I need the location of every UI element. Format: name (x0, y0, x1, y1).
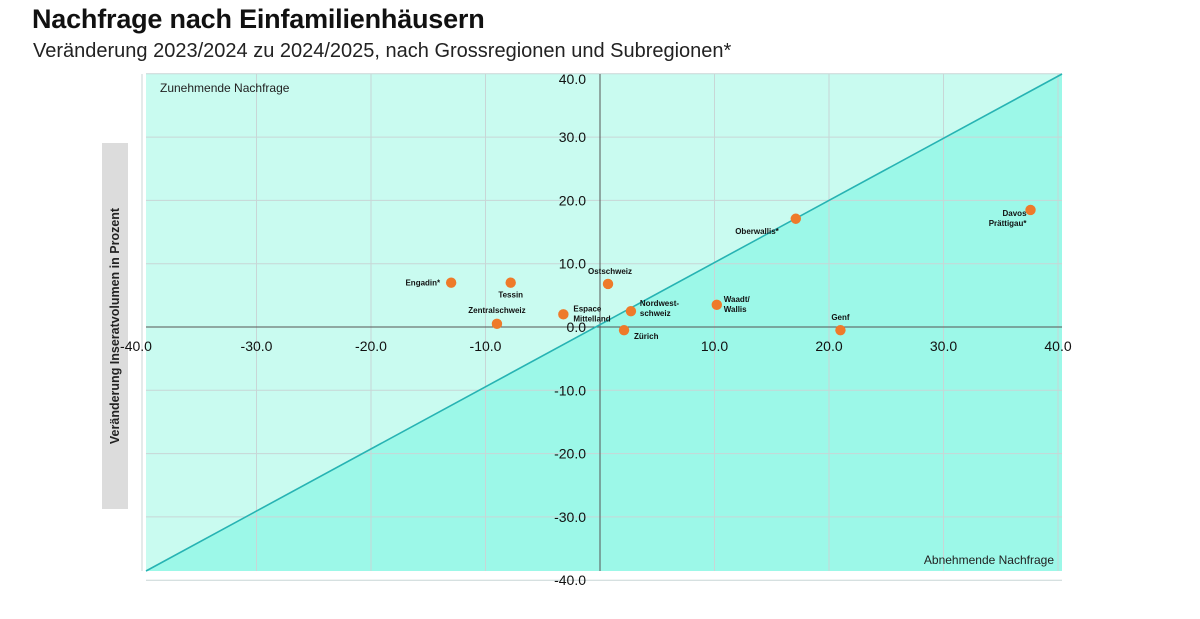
x-tick-label: -20.0 (355, 338, 387, 354)
point-label-line: Genf (831, 313, 850, 322)
x-tick-label: 20.0 (815, 338, 842, 354)
point-label: Genf (831, 313, 850, 322)
x-tick-label: 30.0 (930, 338, 957, 354)
data-point (558, 309, 569, 320)
point-label-line: Mittelland (573, 314, 610, 323)
point-label: Engadin* (405, 279, 441, 288)
y-tick-label: 30.0 (559, 129, 586, 145)
zone-label-decreasing: Abnehmende Nachfrage (924, 553, 1054, 567)
x-tick-label: -10.0 (470, 338, 502, 354)
data-point (445, 277, 457, 288)
point-label-line: Tessin (498, 291, 523, 300)
point-label-line: Waadt/ (724, 295, 751, 304)
point-label: Zentralschweiz (468, 306, 525, 315)
x-tick-label: 10.0 (701, 338, 728, 354)
data-point (790, 213, 801, 224)
y-tick-label: 40.0 (559, 71, 586, 87)
point-label-line: Oberwallis* (735, 227, 779, 236)
data-point (1025, 204, 1036, 216)
point-label-line: Wallis (724, 305, 747, 314)
y-tick-label: 20.0 (559, 192, 586, 208)
data-point (625, 305, 637, 317)
point-label: Zürich (634, 332, 659, 341)
y-tick-label: -40.0 (554, 572, 586, 588)
point-label: Oberwallis* (735, 227, 779, 236)
point-label-line: Ostschweiz (588, 267, 632, 276)
y-tick-label: -10.0 (554, 382, 586, 398)
point-label: Davos Prättigau* (989, 209, 1028, 228)
data-point (491, 318, 503, 330)
diagonal-line (145, 73, 1063, 572)
point-label-line: Nordwest- (640, 299, 679, 308)
point-label: Waadt/Wallis (724, 295, 751, 314)
point-label-line: Zentralschweiz (468, 306, 525, 315)
data-point (835, 324, 846, 336)
x-tick-label: -30.0 (241, 338, 273, 354)
point-label: Ostschweiz (588, 267, 632, 276)
point-label-line: Davos (1003, 209, 1028, 218)
y-axis-label-box (102, 143, 128, 509)
data-point (505, 277, 516, 288)
data-point (618, 324, 630, 336)
chart-subtitle: Veränderung 2023/2024 zu 2024/2025, nach… (33, 40, 732, 62)
y-tick-label: 0.0 (567, 319, 587, 335)
y-tick-label: 10.0 (559, 256, 586, 272)
point-label-line: schweiz (640, 309, 671, 318)
zone-label-increasing: Zunehmende Nachfrage (160, 81, 290, 95)
point-label: Tessin (498, 291, 523, 300)
data-point (602, 278, 614, 290)
data-point (711, 299, 722, 311)
y-tick-label: -20.0 (554, 446, 586, 462)
point-label-line: Engadin* (405, 279, 441, 288)
chart-title: Nachfrage nach Einfamilienhäusern (32, 4, 485, 34)
x-tick-label: 40.0 (1044, 338, 1071, 354)
point-label: Nordwest-schweiz (640, 299, 679, 318)
point-label-line: Espace (573, 304, 602, 313)
point-label: Espace Mittelland (573, 304, 610, 323)
y-tick-label: -30.0 (554, 509, 586, 525)
x-tick-label: -40.0 (120, 338, 152, 354)
point-label-line: Prättigau* (989, 219, 1028, 228)
point-label-line: Zürich (634, 332, 659, 341)
